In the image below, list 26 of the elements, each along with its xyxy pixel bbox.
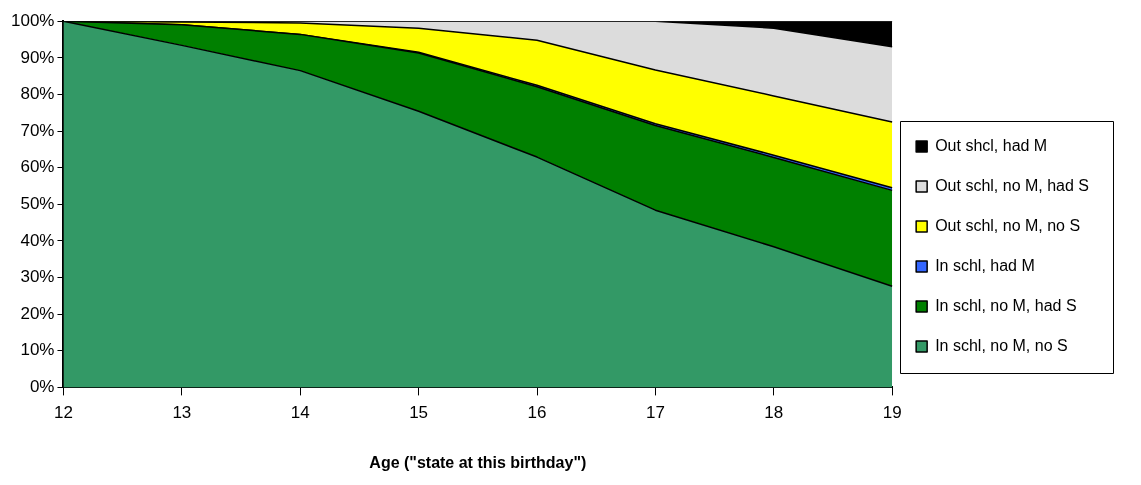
legend-label: In schl, no M, no S [935,336,1068,354]
x-tick-label: 15 [409,403,429,423]
x-tick-label: 14 [290,403,310,423]
legend-label: Out schl, no M, no S [935,216,1081,234]
y-tick-label: 40% [20,230,55,250]
x-axis-title: Age ("state at this birthday") [369,453,587,471]
y-tick-label: 10% [20,340,55,360]
x-tick-label: 19 [882,403,902,423]
x-tick-label: 13 [172,403,192,423]
x-tick-label: 16 [527,403,547,423]
y-tick-label: 90% [20,47,55,67]
x-tick-label: 12 [54,403,73,423]
legend-label: Out shcl, had M [935,136,1048,154]
legend-label: In schl, had M [935,256,1035,274]
y-tick-label: 20% [20,303,55,323]
y-tick-label: 60% [20,157,55,177]
y-tick-label: 70% [20,120,55,140]
y-tick-label: 100% [11,10,55,30]
legend-label: Out schl, no M, had S [935,176,1090,194]
y-tick-label: 80% [20,84,55,104]
y-tick-label: 50% [20,193,55,213]
x-tick-label: 18 [764,403,784,423]
y-tick-label: 0% [29,377,55,397]
x-tick-label: 17 [645,403,665,423]
y-tick-label: 30% [20,267,55,287]
legend-label: In schl, no M, had S [935,296,1077,314]
